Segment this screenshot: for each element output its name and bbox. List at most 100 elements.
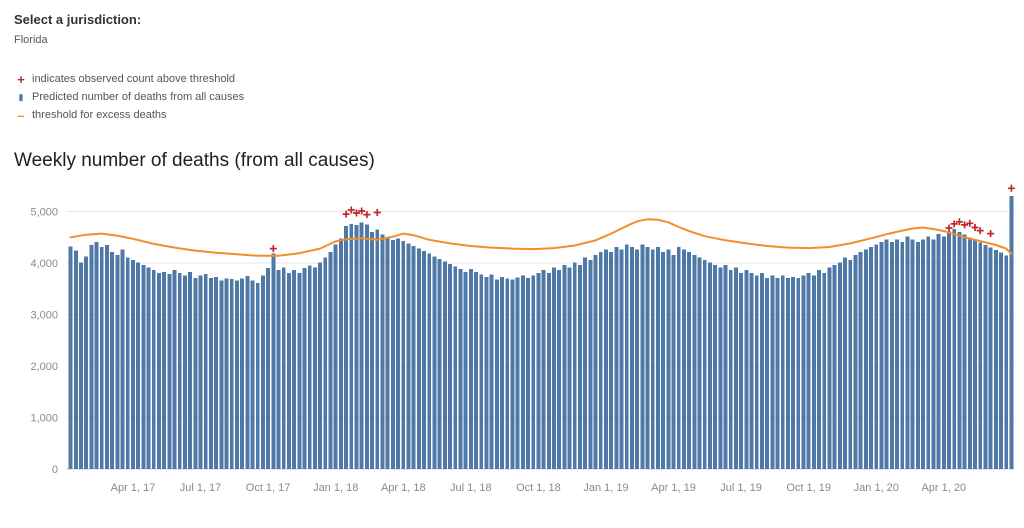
bar[interactable] [151,270,156,469]
bar[interactable] [89,244,94,469]
bar[interactable] [671,254,676,469]
bar[interactable] [500,276,504,469]
bar[interactable] [183,275,187,469]
bar[interactable] [910,239,915,469]
bar[interactable] [115,254,120,469]
bar[interactable] [697,257,702,469]
bar[interactable] [214,276,219,469]
bar[interactable] [775,277,780,469]
bar[interactable] [713,265,718,469]
bar[interactable] [614,247,619,469]
bar[interactable] [141,265,146,469]
bar[interactable] [167,273,172,469]
bar[interactable] [666,249,671,469]
bar[interactable] [323,257,328,469]
bars-series[interactable] [68,196,1014,470]
bar[interactable] [281,267,286,469]
bar[interactable] [416,248,421,469]
bar[interactable] [999,252,1003,469]
bar[interactable] [125,257,130,469]
bar[interactable] [926,236,931,469]
bar[interactable] [863,249,868,469]
bar[interactable] [193,277,198,469]
bar[interactable] [957,232,962,469]
bar[interactable] [531,275,536,469]
bar[interactable] [406,243,411,469]
bar[interactable] [312,267,317,469]
bar[interactable] [624,244,629,469]
bar[interactable] [276,270,281,469]
bar[interactable] [832,265,837,469]
bar[interactable] [172,270,177,469]
bar[interactable] [754,275,759,469]
bar[interactable] [162,271,167,469]
bar[interactable] [333,244,338,469]
bar[interactable] [791,276,796,469]
bar[interactable] [941,236,946,469]
bar[interactable] [79,262,83,469]
bar[interactable] [785,277,790,469]
bar[interactable] [780,275,785,469]
bar[interactable] [822,272,827,469]
bar[interactable] [344,225,349,469]
bar[interactable] [479,274,484,469]
bar[interactable] [541,270,546,469]
jurisdiction-select[interactable]: Florida [14,34,48,46]
bar[interactable] [520,275,525,469]
bar[interactable] [68,246,73,469]
bar[interactable] [359,222,364,469]
bar[interactable] [375,229,380,469]
bar[interactable] [271,253,276,469]
bar[interactable] [656,247,660,469]
bar[interactable] [645,247,650,469]
bar[interactable] [817,270,822,469]
bar[interactable] [390,239,395,469]
bar[interactable] [234,280,239,469]
bar[interactable] [661,252,666,469]
bar[interactable] [266,268,271,469]
bar[interactable] [583,257,588,469]
bar[interactable] [505,278,510,469]
bar[interactable] [484,276,489,469]
bar[interactable] [255,283,260,469]
bar[interactable] [848,259,853,469]
bar[interactable] [458,269,463,469]
bar[interactable] [219,280,224,469]
bar[interactable] [99,247,104,469]
bar[interactable] [702,259,707,469]
bar[interactable] [468,269,473,469]
bar[interactable] [889,241,894,469]
bar[interactable] [843,257,848,469]
bar[interactable] [1009,196,1014,470]
bar[interactable] [770,275,775,469]
chart-svg[interactable]: 0 1,000 2,000 3,000 4,000 5,000 Apr 1, 17 Jul 1… [14,184,1018,500]
bar[interactable] [432,256,437,469]
bar[interactable] [567,267,572,469]
bar[interactable] [157,272,161,469]
bar[interactable] [900,241,905,469]
bar[interactable] [437,258,442,469]
weekly-deaths-chart[interactable]: 0 1,000 2,000 3,000 4,000 5,000 Apr 1, 17 Jul 1… [14,184,1024,505]
bar[interactable] [827,267,832,469]
bar[interactable] [297,272,302,469]
bar[interactable] [245,275,250,470]
bar[interactable] [931,239,936,469]
bar[interactable] [733,267,738,469]
bar[interactable] [858,252,863,469]
bar[interactable] [318,262,323,469]
bar[interactable] [619,249,624,469]
bar[interactable] [84,256,89,469]
bar[interactable] [489,274,494,469]
bar[interactable] [588,259,593,469]
bar[interactable] [385,237,390,469]
bar[interactable] [687,252,692,469]
bar[interactable] [578,265,582,469]
bar[interactable] [474,271,478,469]
bar[interactable] [973,239,977,469]
bar[interactable] [811,275,816,469]
bar[interactable] [224,278,229,469]
bar[interactable] [676,247,681,469]
bar[interactable] [1004,255,1009,469]
bar[interactable] [260,275,265,469]
bar[interactable] [806,272,811,469]
